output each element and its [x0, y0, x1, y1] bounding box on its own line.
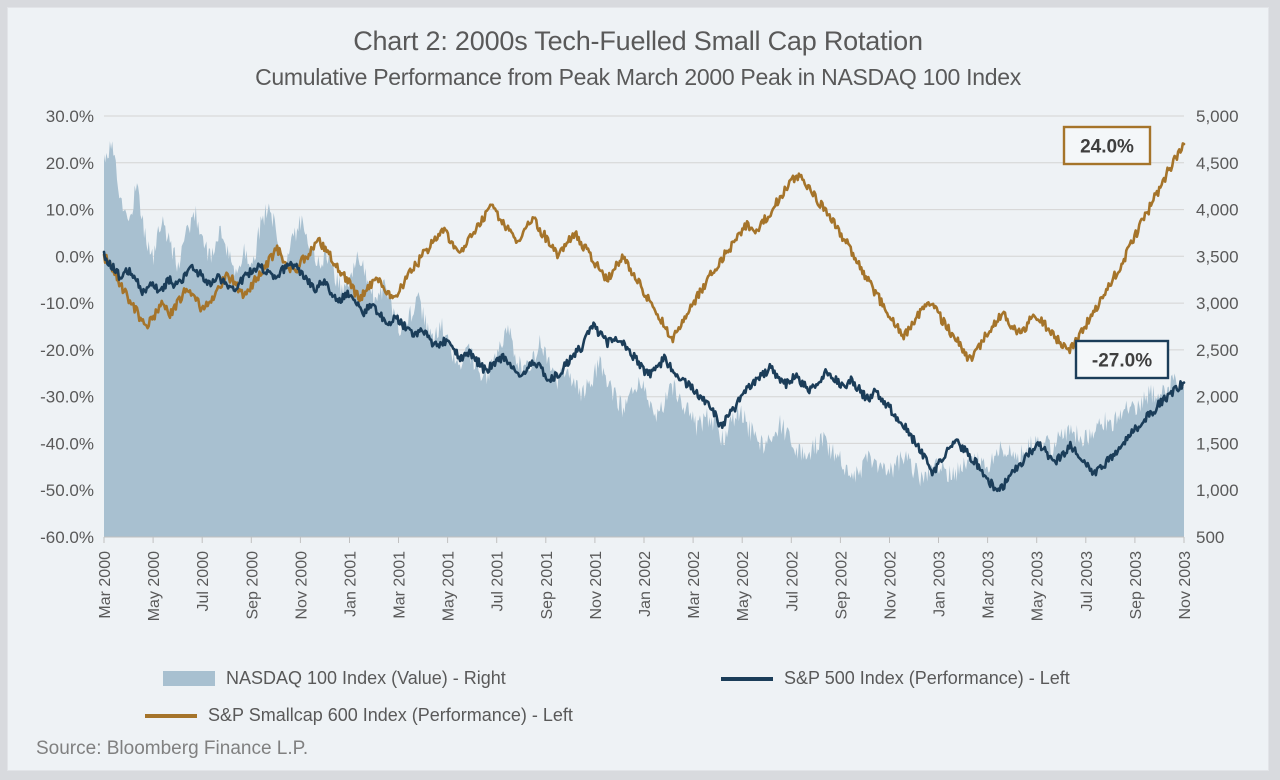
- x-axis-tick-label: Jul 2000: [195, 551, 212, 612]
- y-axis-left-tick-label: 10.0%: [46, 201, 94, 220]
- x-axis-tick-label: Nov 2003: [1177, 551, 1194, 620]
- series-line-sp-smallcap-600: [102, 142, 1186, 362]
- y-axis-left-tick-label: -30.0%: [40, 388, 94, 407]
- y-axis-right-tick-label: 4,500: [1196, 154, 1239, 173]
- y-axis-right-tick-label: 5,000: [1196, 107, 1239, 126]
- x-axis-tick-label: May 2003: [1030, 551, 1047, 621]
- x-axis-tick-label: Mar 2000: [97, 551, 114, 619]
- page-title: Chart 2: 2000s Tech-Fuelled Small Cap Ro…: [353, 26, 923, 56]
- x-axis-tick-label: Nov 2002: [883, 551, 900, 620]
- y-axis-right-tick-label: 1,000: [1196, 481, 1239, 500]
- page-subtitle: Cumulative Performance from Peak March 2…: [255, 64, 1021, 90]
- legend-item-sp500[interactable]: S&P 500 Index (Performance) - Left: [721, 668, 1070, 689]
- y-axis-right-tick-label: 4,000: [1196, 201, 1239, 220]
- y-axis-right-tick-label: 2,000: [1196, 388, 1239, 407]
- x-axis-tick-label: May 2000: [146, 551, 163, 621]
- legend-swatch-area-icon: [163, 671, 215, 686]
- chart-plot-area: 30.0% 20.0% 10.0% 0.0% -10.0% -20.0% -30.0% -40…: [8, 8, 1268, 770]
- y-axis-right-tick-label: 3,000: [1196, 294, 1239, 313]
- y-axis-right-tick-label: 2,500: [1196, 341, 1239, 360]
- sp500-end-label: -27.0%: [1074, 339, 1170, 380]
- y-axis-left-tick-label: 20.0%: [46, 154, 94, 173]
- y-axis-right-tick-label: 500: [1196, 528, 1224, 547]
- x-axis-tick-label: Jan 2003: [932, 551, 949, 617]
- y-axis-left-tick-label: 30.0%: [46, 107, 94, 126]
- chart-svg: 30.0% 20.0% 10.0% 0.0% -10.0% -20.0% -30.0% -40…: [40, 107, 1239, 621]
- chart-card: Chart 2: 2000s Tech-Fuelled Small Cap Ro…: [8, 8, 1268, 770]
- annotation-text: 24.0%: [1080, 137, 1134, 158]
- x-axis-tick-label: Jul 2001: [490, 551, 507, 612]
- legend-item-nasdaq[interactable]: NASDAQ 100 Index (Value) - Right: [163, 668, 506, 689]
- legend-swatch-line-smallcap-icon: [145, 713, 197, 718]
- legend-row-3: S&P Smallcap 600 Index (Performance) - L…: [145, 705, 573, 726]
- x-axis-tick-label: Sep 2000: [244, 551, 261, 620]
- source-note: Source: Bloomberg Finance L.P.: [36, 738, 309, 759]
- annotation-box: [1074, 339, 1170, 380]
- legend-label-sp500: S&P 500 Index (Performance) - Left: [784, 668, 1070, 688]
- x-axis-tick-label: Jan 2001: [343, 551, 360, 617]
- x-axis-tick-label: Jan 2002: [637, 551, 654, 617]
- legend-label-nasdaq: NASDAQ 100 Index (Value) - Right: [226, 668, 506, 688]
- x-axis-tick-label: May 2001: [441, 551, 458, 621]
- annotation-text: -27.0%: [1092, 351, 1152, 372]
- x-axis-tick-label: Mar 2003: [981, 551, 998, 619]
- x-axis-tick-label: May 2002: [735, 551, 752, 621]
- legend-label-smallcap: S&P Smallcap 600 Index (Performance) - L…: [208, 705, 573, 725]
- x-axis-tick-label: Sep 2001: [539, 551, 556, 620]
- y-axis-left-tick-label: 0.0%: [55, 247, 94, 266]
- x-axis-tick-label: Nov 2000: [293, 551, 310, 620]
- legend-row-1: NASDAQ 100 Index (Value) - Right: [163, 668, 506, 689]
- x-axis-tick-label: Sep 2003: [1128, 551, 1145, 620]
- x-axis-tick-label: Jul 2003: [1079, 551, 1096, 612]
- smallcap-end-label: 24.0%: [1062, 125, 1152, 166]
- y-axis-left-tick-label: -20.0%: [40, 341, 94, 360]
- x-axis-tick-label: Sep 2002: [833, 551, 850, 620]
- y-axis-left-tick-label: -60.0%: [40, 528, 94, 547]
- y-axis-right-tick-label: 1,500: [1196, 434, 1239, 453]
- y-axis-right-tick-label: 3,500: [1196, 247, 1239, 266]
- series-line-sp-500: [102, 250, 1186, 493]
- series-area-nasdaq-100: [104, 141, 1184, 537]
- y-axis-left-tick-label: -10.0%: [40, 294, 94, 313]
- x-axis-tick-label: Mar 2001: [392, 551, 409, 619]
- x-axis-tick-label: Nov 2001: [588, 551, 605, 620]
- x-axis-tick-label: Jul 2002: [784, 551, 801, 612]
- y-axis-left-tick-label: -50.0%: [40, 481, 94, 500]
- legend-item-smallcap[interactable]: S&P Smallcap 600 Index (Performance) - L…: [145, 705, 573, 726]
- legend-row-2: S&P 500 Index (Performance) - Left: [721, 668, 1070, 689]
- x-axis-tick-label: Mar 2002: [686, 551, 703, 619]
- annotation-box: [1062, 125, 1152, 166]
- legend-swatch-line-sp500-icon: [721, 676, 773, 681]
- y-axis-left-tick-label: -40.0%: [40, 434, 94, 453]
